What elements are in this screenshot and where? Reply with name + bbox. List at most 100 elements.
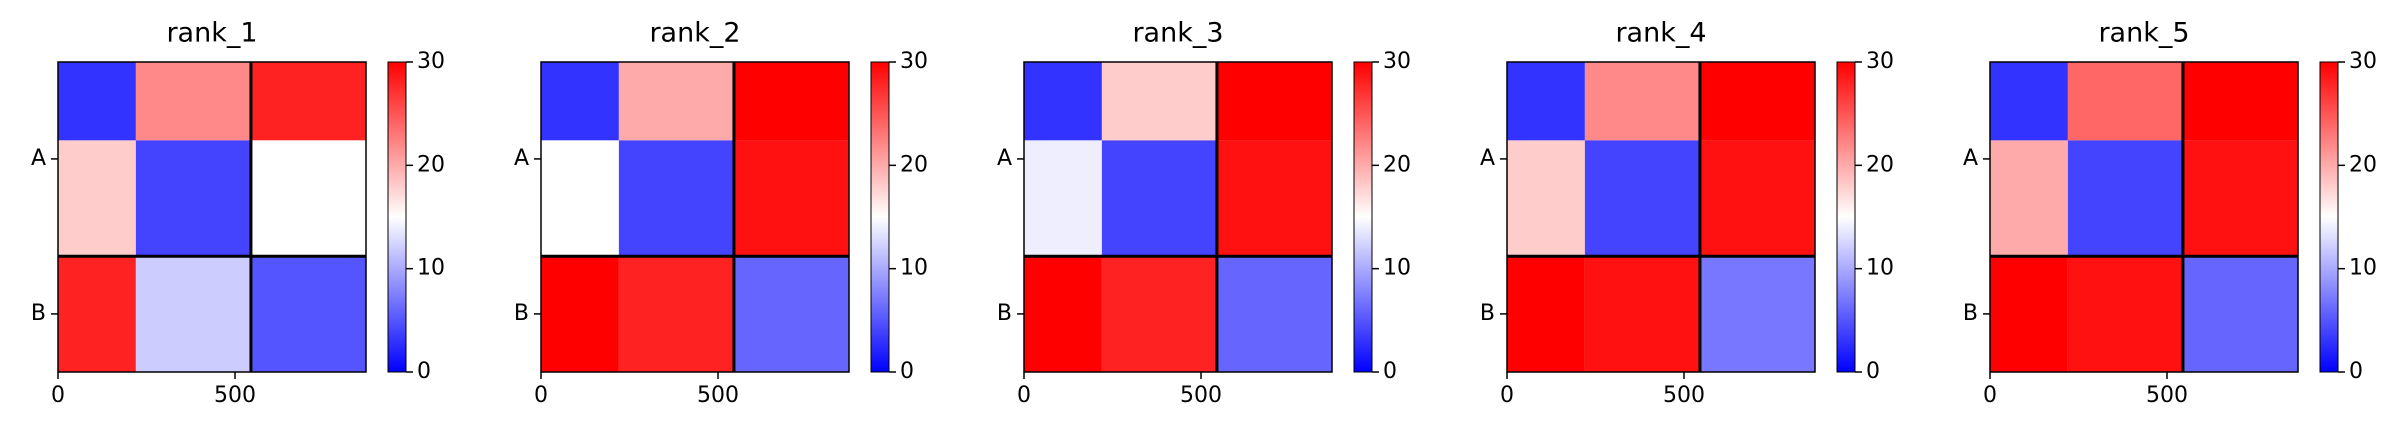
colorbar-tick-label: 20 — [900, 152, 928, 177]
heatmap-cell — [1101, 256, 1217, 372]
heatmap-cell — [1699, 140, 1815, 257]
colorbar-tick-label: 10 — [1383, 256, 1411, 281]
x-tick-label: 0 — [51, 383, 65, 408]
heatmap-cell — [250, 256, 366, 372]
heatmap-cell — [618, 62, 734, 141]
heatmap-cell — [1507, 256, 1585, 372]
y-tick-label: B — [1963, 301, 1978, 326]
heatmap-cell — [2067, 140, 2183, 257]
heatmap-cell — [733, 256, 849, 372]
x-tick-label: 500 — [1663, 383, 1705, 408]
x-tick-label: 500 — [697, 383, 739, 408]
panel-title: rank_2 — [649, 18, 740, 49]
panel-title: rank_3 — [1132, 18, 1223, 49]
plot-frame — [57, 61, 367, 373]
colorbar-tick-label: 30 — [1383, 49, 1411, 74]
colorbar-tick-label: 20 — [2349, 152, 2377, 177]
colorbar-tick-label: 0 — [417, 359, 431, 384]
heatmap-cell — [1584, 62, 1700, 141]
colorbar — [387, 61, 407, 373]
heatmap-cell — [1507, 62, 1585, 141]
y-tick-label: A — [514, 146, 529, 171]
x-tick-label: 0 — [1983, 383, 1997, 408]
x-tick-label: 0 — [1500, 383, 1514, 408]
y-tick-label: B — [997, 301, 1012, 326]
heatmap-cell — [135, 256, 251, 372]
colorbar-tick-label: 10 — [900, 256, 928, 281]
heatmap-cell — [1024, 62, 1102, 141]
heatmap-cell — [1990, 62, 2068, 141]
heatmap-cell — [2182, 256, 2298, 372]
colorbar-tick-label: 0 — [1866, 359, 1880, 384]
heatmap-cell — [541, 256, 619, 372]
x-tick-label: 500 — [214, 383, 256, 408]
colorbar — [1836, 61, 1856, 373]
y-tick-label: A — [31, 146, 46, 171]
x-tick-label: 500 — [1180, 383, 1222, 408]
heatmap-cell — [58, 140, 136, 257]
y-tick-label: A — [997, 146, 1012, 171]
heatmap-cell — [1990, 256, 2068, 372]
colorbar-tick-label: 10 — [2349, 256, 2377, 281]
heatmap-cell — [541, 62, 619, 141]
y-tick-label: B — [1480, 301, 1495, 326]
heatmap-cell — [618, 140, 734, 257]
heatmap-cell — [1216, 140, 1332, 257]
heatmap-cell — [1507, 140, 1585, 257]
heatmap-cell — [1584, 256, 1700, 372]
colorbar-tick-label: 0 — [900, 359, 914, 384]
y-tick-label: B — [31, 301, 46, 326]
plot-frame — [540, 61, 850, 373]
plot-frame — [1506, 61, 1816, 373]
colorbar — [2319, 61, 2339, 373]
x-tick-label: 0 — [1017, 383, 1031, 408]
colorbar-tick-label: 20 — [417, 152, 445, 177]
colorbar-tick-label: 0 — [1383, 359, 1397, 384]
heatmap-cell — [1024, 140, 1102, 257]
heatmap-cell — [250, 62, 366, 141]
heatmap-cell — [1584, 140, 1700, 257]
heatmap-cell — [58, 62, 136, 141]
x-tick-label: 0 — [534, 383, 548, 408]
heatmap-cell — [1216, 62, 1332, 141]
heatmap-cell — [1699, 62, 1815, 141]
panel-title: rank_4 — [1615, 18, 1706, 49]
heatmap-cell — [618, 256, 734, 372]
plot-frame — [1989, 61, 2299, 373]
heatmap-cell — [1024, 256, 1102, 372]
colorbar-tick-label: 20 — [1383, 152, 1411, 177]
colorbar — [1353, 61, 1373, 373]
colorbar-tick-label: 30 — [417, 49, 445, 74]
heatmap-cell — [2182, 62, 2298, 141]
colorbar-tick-label: 30 — [2349, 49, 2377, 74]
panel-title: rank_1 — [166, 18, 257, 49]
heatmap-cell — [733, 62, 849, 141]
panel: rank_2 0 500 A B 0 10 20 30 — [514, 18, 928, 409]
heatmap-cell — [250, 140, 366, 257]
heatmap-cell — [135, 140, 251, 257]
y-tick-label: A — [1480, 146, 1495, 171]
y-tick-label: A — [1963, 146, 1978, 171]
heatmap-cell — [1216, 256, 1332, 372]
heatmap-cell — [1101, 62, 1217, 141]
heatmap-cell — [58, 256, 136, 372]
heatmap-cell — [1699, 256, 1815, 372]
colorbar — [870, 61, 890, 373]
panel: rank_1 0 500 A B 0 10 20 30 — [31, 18, 445, 409]
colorbar-tick-label: 30 — [900, 49, 928, 74]
heatmap-cell — [2182, 140, 2298, 257]
colorbar-tick-label: 10 — [417, 256, 445, 281]
colorbar-tick-label: 30 — [1866, 49, 1894, 74]
colorbar-tick-label: 0 — [2349, 359, 2363, 384]
colorbar-tick-label: 20 — [1866, 152, 1894, 177]
heatmap-cell — [135, 62, 251, 141]
heatmap-cell — [733, 140, 849, 257]
y-tick-label: B — [514, 301, 529, 326]
plot-frame — [1023, 61, 1333, 373]
panel: rank_3 0 500 A B 0 10 20 30 — [997, 18, 1411, 409]
x-tick-label: 500 — [2146, 383, 2188, 408]
heatmap-cell — [1990, 140, 2068, 257]
colorbar-tick-label: 10 — [1866, 256, 1894, 281]
heatmap-cell — [1101, 140, 1217, 257]
